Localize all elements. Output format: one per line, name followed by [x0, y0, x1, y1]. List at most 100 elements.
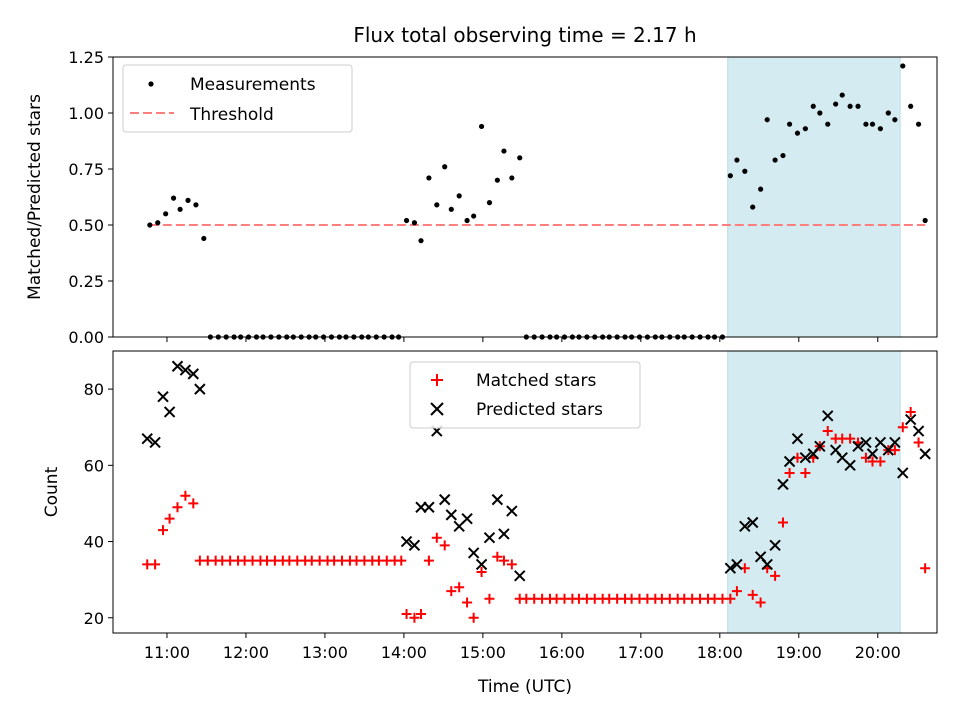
predicted-star-point: [897, 467, 909, 479]
legend-threshold-label: Threshold: [189, 105, 274, 125]
predicted-star-point: [783, 455, 796, 468]
measurement-point: [426, 175, 432, 181]
measurement-point: [403, 217, 410, 224]
matched-star-point: [920, 563, 931, 574]
measurement-point: [900, 63, 906, 69]
top-points: [147, 63, 928, 340]
predicted-star-point: [498, 528, 510, 540]
matched-star-point: [731, 586, 742, 597]
x-axis-label: Time (UTC): [477, 677, 572, 697]
bottom-highlight-span: [727, 350, 901, 634]
matched-star-point: [913, 437, 924, 448]
bottom-legend: Matched stars Predicted stars: [409, 361, 641, 429]
matched-star-point: [180, 490, 191, 501]
predicted-star-point: [731, 558, 743, 571]
measurement-point: [817, 110, 823, 116]
predicted-star-point: [747, 516, 759, 529]
matched-star-point: [164, 513, 175, 524]
x-tick-label: 13:00: [302, 643, 348, 662]
y-tick-label: 60: [84, 456, 104, 475]
matched-star-point: [777, 517, 788, 528]
measurement-point: [155, 220, 161, 226]
predicted-star-point: [491, 493, 504, 506]
measurement-point: [486, 200, 493, 206]
predicted-star-point: [724, 562, 737, 574]
matched-star-point: [423, 555, 434, 566]
matched-star-point: [454, 582, 465, 593]
measurement-point: [855, 103, 861, 109]
measurement-point: [847, 103, 853, 109]
measurement-point: [885, 110, 891, 116]
legend-matched-label: Matched stars: [476, 371, 596, 391]
predicted-star-point: [467, 547, 480, 559]
matched-star-point: [416, 608, 427, 619]
predicted-star-point: [438, 493, 451, 506]
matched-star-point: [172, 502, 183, 513]
matched-star-point: [747, 589, 758, 600]
predicted-star-point: [919, 448, 931, 460]
measurement-point: [201, 235, 207, 242]
top-panel: 0.00 0.25 0.50 0.75 1.00 1.25 Matched/Predict…: [25, 48, 938, 347]
measurement-point: [839, 92, 845, 98]
x-tick-label: 16:00: [539, 643, 585, 662]
matched-star-point: [498, 555, 509, 566]
y-tick-label: 0.75: [68, 160, 104, 179]
matched-star-point: [396, 555, 407, 566]
predicted-star-point: [889, 436, 901, 449]
y-tick-label: 40: [84, 533, 104, 552]
predicted-star-point: [475, 558, 488, 571]
predicted-star-point: [423, 501, 435, 513]
x-tick-label: 14:00: [381, 643, 427, 662]
top-legend: Measurements Threshold: [122, 64, 353, 133]
matched-star-point: [845, 433, 856, 444]
predicted-star-point: [799, 451, 812, 464]
predicted-star-point: [179, 364, 192, 376]
matched-star-point: [822, 426, 833, 437]
predicted-star-point: [514, 570, 526, 582]
predicted-star-point: [149, 436, 161, 449]
predicted-star-point: [791, 432, 804, 445]
measurement-point: [448, 206, 454, 212]
matched-star-point: [506, 559, 517, 570]
predicted-star-point: [483, 532, 496, 544]
y-tick-label: 1.00: [68, 104, 104, 123]
matched-star-point: [725, 593, 736, 604]
predicted-star-point: [157, 391, 169, 403]
matched-star-point: [484, 593, 495, 604]
x-tick-label: 15:00: [460, 643, 506, 662]
measurement-point: [750, 204, 756, 210]
predicted-star-point: [171, 360, 184, 372]
measurement-point: [922, 217, 928, 224]
measurement-point: [163, 211, 169, 217]
predicted-star-point: [912, 425, 925, 437]
measurement-point: [915, 121, 922, 127]
matched-star-point: [468, 612, 479, 623]
bottom-points: [141, 360, 931, 623]
predicted-star-point: [400, 535, 413, 548]
measurement-point: [177, 206, 183, 212]
measurement-point: [464, 217, 470, 224]
matched-star-point: [875, 456, 886, 467]
measurement-point: [877, 126, 883, 132]
measurement-point: [863, 121, 869, 127]
measurement-point: [185, 197, 191, 203]
x-tick-label: 11:00: [144, 643, 190, 662]
predicted-star-point: [163, 406, 176, 418]
measurement-point: [434, 202, 440, 208]
predicted-star-point: [860, 436, 872, 449]
measurement-point: [786, 121, 793, 127]
x-tick-label: 17:00: [618, 643, 664, 662]
y-tick-label: 0.50: [68, 216, 104, 235]
matched-star-point: [446, 586, 457, 597]
measurement-point: [892, 117, 898, 123]
measurement-point: [833, 101, 839, 107]
legend-matched-marker: [431, 374, 443, 386]
y-tick-label: 0.25: [68, 272, 104, 291]
predicted-star-point: [461, 512, 473, 525]
matched-star-point: [889, 445, 900, 456]
matched-star-point: [439, 540, 450, 551]
predicted-star-point: [739, 520, 751, 533]
matched-star-point: [188, 498, 199, 509]
